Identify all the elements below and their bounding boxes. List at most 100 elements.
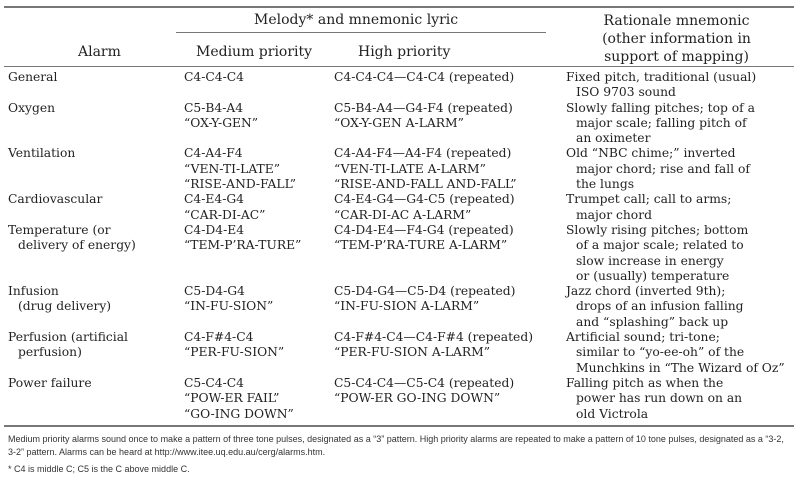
medium-line: C4-C4-C4 <box>184 70 245 84</box>
footnote-patterns: Medium priority alarms sound once to mak… <box>8 433 784 457</box>
alarm-line: Perfusion (artificial <box>8 330 128 345</box>
cell-rationale: Jazz chord (inverted 9th); drops of an in… <box>566 284 794 330</box>
rationale-line: Falling pitch as when the <box>566 375 724 390</box>
rationale-line: and “splashing” back up <box>576 314 729 329</box>
alarm-line: Ventilation <box>8 146 76 161</box>
high-line: C4-A4-F4—A4-F4 (repeated) <box>334 146 512 161</box>
cell-high: C4-E4-G4—G4-C5 (repeated) “CAR-DI-AC A-LA… <box>334 192 566 223</box>
table-row: Power failure C5-C4-C4 “POW-ER FAIL” “GO-IN… <box>4 376 794 422</box>
medium-line: C4-D4-E4 <box>184 222 245 237</box>
cell-medium: C4-E4-G4 “CAR-DI-AC” <box>184 192 334 223</box>
alarm-line: Power failure <box>8 375 92 390</box>
cell-high: C4-D4-E4—F4-G4 (repeated) “TEM-P’RA-TURE … <box>334 223 566 284</box>
rationale-line: Munchkins in “The Wizard of Oz” <box>576 360 785 375</box>
header-medium-priority: Medium priority <box>196 44 313 60</box>
cell-medium: C4-C4-C4 <box>184 70 334 101</box>
medium-line: C5-B4-A4 <box>184 100 244 115</box>
cell-medium: C5-B4-A4 “OX-Y-GEN” <box>184 101 334 147</box>
cell-high: C5-D4-G4—C5-D4 (repeated) “IN-FU-SION A-L… <box>334 284 566 330</box>
rationale-line: power has run down on an <box>576 391 743 406</box>
rationale-line: Trumpet call; call to arms; <box>566 192 732 207</box>
medium-line: “PER-FU-SION” <box>184 345 285 360</box>
medium-line: “GO-ING DOWN” <box>184 406 294 421</box>
cell-high: C5-C4-C4—C5-C4 (repeated) “POW-ER GO-ING … <box>334 376 566 422</box>
medium-line: C4-E4-G4 <box>184 192 244 207</box>
cell-high: C4-A4-F4—A4-F4 (repeated) “VEN-TI-LATE A-… <box>334 146 566 192</box>
header-rule <box>4 66 794 67</box>
medium-line: C4-A4-F4 <box>184 146 243 161</box>
cell-high: C5-B4-A4—G4-F4 (repeated) “OX-Y-GEN A-LAR… <box>334 101 566 147</box>
high-line: C4-D4-E4—F4-G4 (repeated) <box>334 222 514 237</box>
rationale-line: major chord; rise and fall of <box>576 161 750 176</box>
header-high-priority: High priority <box>358 44 451 60</box>
table-row: Infusion (drug delivery) C5-D4-G4 “IN-FU-SI… <box>4 284 794 330</box>
cell-alarm: Perfusion (artificial perfusion) <box>4 330 184 376</box>
cell-alarm: Cardiovascular <box>4 192 184 223</box>
rationale-line: slow increase in energy <box>576 253 724 268</box>
cell-alarm: Ventilation <box>4 146 184 192</box>
rationale-line: Old “NBC chime;” inverted <box>566 146 736 161</box>
cell-medium: C5-D4-G4 “IN-FU-SION” <box>184 284 334 330</box>
rationale-line: similar to “yo-ee-oh” of the <box>576 345 745 360</box>
rationale-line: the lungs <box>576 177 635 192</box>
high-line: C4-E4-G4—G4-C5 (repeated) <box>334 192 515 207</box>
medium-line: “VEN-TI-LATE” <box>184 161 281 176</box>
cell-rationale: Old “NBC chime;” inverted major chord; ri… <box>566 146 794 192</box>
cell-medium: C4-F#4-C4 “PER-FU-SION” <box>184 330 334 376</box>
high-line: C5-B4-A4—G4-F4 (repeated) <box>334 100 513 115</box>
high-line: “TEM-P’RA-TURE A-LARM” <box>334 238 508 253</box>
cell-alarm: Infusion (drug delivery) <box>4 284 184 330</box>
high-line: C5-C4-C4—C5-C4 (repeated) <box>334 375 515 390</box>
rationale-line: Artificial sound; tri-tone; <box>566 330 720 345</box>
alarm-table: General C4-C4-C4 C4-C4-C4—C4-C4 (repeated)… <box>4 70 794 422</box>
medium-line: “OX-Y-GEN” <box>184 115 259 130</box>
rationale-line: Slowly falling pitches; top of a <box>566 100 755 115</box>
table-row: General C4-C4-C4 C4-C4-C4—C4-C4 (repeated)… <box>4 70 794 101</box>
medium-line: “CAR-DI-AC” <box>184 207 266 222</box>
header-span-rule <box>176 32 546 33</box>
high-line: “RISE-AND-FALL AND-FALL” <box>334 177 517 192</box>
cell-rationale: Falling pitch as when the power has run d… <box>566 376 794 422</box>
medium-line: “RISE-AND-FALL” <box>184 177 297 192</box>
medium-line: C4-F#4-C4 <box>184 330 254 345</box>
rationale-line: drops of an infusion falling <box>576 299 744 314</box>
cell-rationale: Slowly rising pitches; bottom of a major … <box>566 223 794 284</box>
table-row: Temperature (or delivery of energy) C4-D4-… <box>4 223 794 284</box>
alarm-line: delivery of energy) <box>18 238 136 253</box>
cell-medium: C5-C4-C4 “POW-ER FAIL” “GO-ING DOWN” <box>184 376 334 422</box>
cell-rationale: Trumpet call; call to arms; major chord <box>566 192 794 223</box>
rationale-line: Fixed pitch, traditional (usual) <box>566 70 757 84</box>
cell-alarm: General <box>4 70 184 101</box>
cell-medium: C4-A4-F4 “VEN-TI-LATE” “RISE-AND-FALL” <box>184 146 334 192</box>
medium-line: C5-D4-G4 <box>184 284 245 299</box>
high-line: “IN-FU-SION A-LARM” <box>334 299 480 314</box>
rationale-line: of a major scale; related to <box>576 238 744 253</box>
cell-alarm: Power failure <box>4 376 184 422</box>
rationale-line: or (usually) temperature <box>576 268 730 283</box>
alarm-line: perfusion) <box>18 345 82 360</box>
cell-alarm: Temperature (or delivery of energy) <box>4 223 184 284</box>
rationale-line: major chord <box>576 207 652 222</box>
high-line: “CAR-DI-AC A-LARM” <box>334 207 472 222</box>
rationale-line: major scale; falling pitch of <box>576 115 747 130</box>
alarm-line: Temperature (or <box>8 222 111 237</box>
footnotes: Medium priority alarms sound once to mak… <box>4 427 794 476</box>
medium-line: C5-C4-C4 <box>184 375 245 390</box>
medium-line: “IN-FU-SION” <box>184 299 274 314</box>
high-line: “POW-ER GO-ING DOWN” <box>334 391 501 406</box>
table-header: Melody* and mnemonic lyric Alarm Medium … <box>4 8 794 66</box>
medium-line: “TEM-P’RA-TURE” <box>184 238 302 253</box>
rationale-line: ISO 9703 sound <box>576 85 676 100</box>
table-row: Perfusion (artificial perfusion) C4-F#4-C4… <box>4 330 794 376</box>
table-row: Oxygen C5-B4-A4 “OX-Y-GEN” C5-B4-A4—G4-F4 (… <box>4 101 794 147</box>
high-line: “PER-FU-SION A-LARM” <box>334 345 491 360</box>
cell-high: C4-F#4-C4—C4-F#4 (repeated) “PER-FU-SION … <box>334 330 566 376</box>
alarm-line: Cardiovascular <box>8 192 103 207</box>
header-rationale-line: support of mapping) <box>604 49 749 65</box>
alarm-line: General <box>8 70 58 84</box>
table-row: Ventilation C4-A4-F4 “VEN-TI-LATE” “RISE-AN… <box>4 146 794 192</box>
bottom-rule <box>4 424 794 427</box>
header-alarm: Alarm <box>78 44 121 60</box>
alarm-table-figure: Melody* and mnemonic lyric Alarm Medium … <box>4 6 794 480</box>
high-line: C4-F#4-C4—C4-F#4 (repeated) <box>334 330 534 345</box>
